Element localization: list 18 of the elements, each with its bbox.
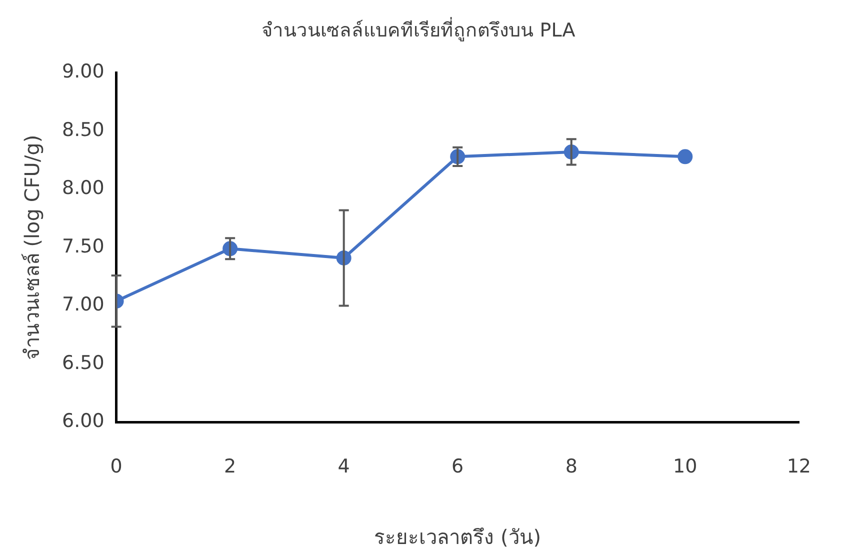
x-axis-title: ระยะเวลาตรึง (วัน) (374, 525, 542, 550)
x-tick-label: 10 (673, 456, 698, 478)
y-tick-label: 7.50 (62, 235, 104, 258)
x-tick-label: 0 (110, 456, 122, 478)
chart-title: จำนวนเซลล์แบคทีเรียที่ถูกตรึงบน PLA (262, 16, 576, 42)
y-tick-label: 6.50 (62, 352, 104, 374)
x-tick-label: 6 (452, 456, 464, 478)
y-tick-label: 8.50 (62, 118, 104, 141)
y-tick-label: 6.00 (62, 410, 104, 432)
y-tick-label: 8.00 (62, 177, 104, 200)
y-tick-label: 9.00 (62, 60, 104, 83)
x-tick-label: 8 (565, 456, 578, 478)
y-tick-label: 7.00 (62, 294, 104, 316)
x-tick-label: 2 (224, 456, 236, 478)
point (678, 149, 693, 164)
y-axis-title: จำนวนเซลล์ (log CFU/g) (20, 134, 44, 360)
x-tick-label: 12 (786, 456, 812, 478)
x-tick-label: 4 (338, 456, 350, 478)
